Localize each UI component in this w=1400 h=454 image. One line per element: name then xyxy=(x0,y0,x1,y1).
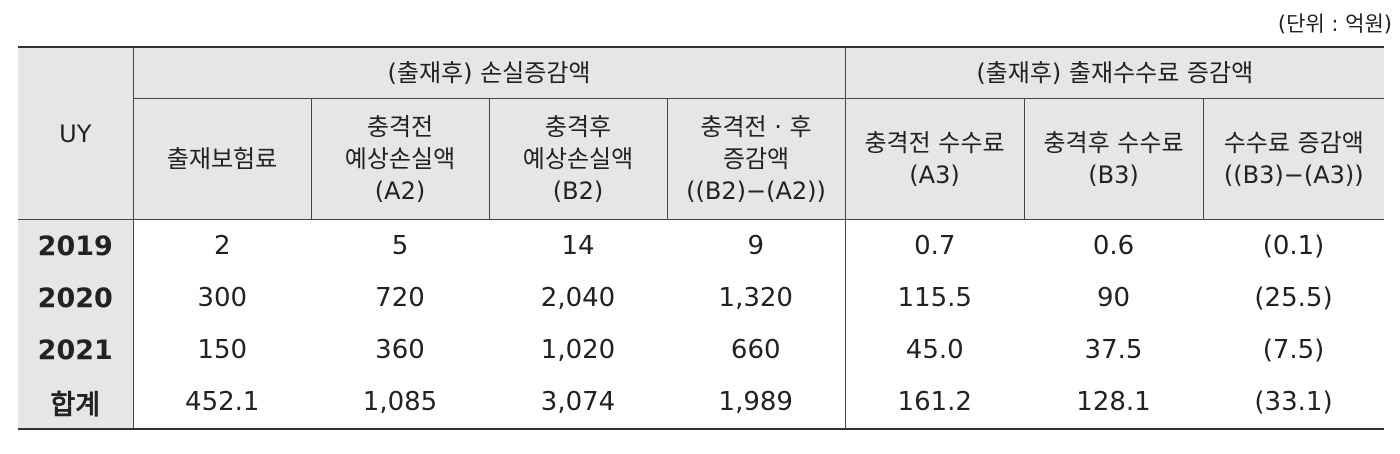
table-cell: 14 xyxy=(561,231,595,261)
table-cell: 5 xyxy=(391,231,409,261)
table-cell: 0.7 xyxy=(844,219,1024,272)
table-cell: 1,989 xyxy=(667,376,845,430)
col-header-loss-diff: 충격전 · 후 증감액 ((B2)−(A2)) xyxy=(666,98,845,220)
table-cell: 115.5 xyxy=(844,272,1024,324)
table-cell: 2 xyxy=(213,231,231,261)
table-cell: (25.5) xyxy=(1254,283,1333,313)
col-header-commission-diff: 수수료 증감액 ((B3)−(A3)) xyxy=(1202,98,1385,220)
loss-change-group-header: (출재후) 손실증감액 xyxy=(133,46,845,99)
table-cell: 1,085 xyxy=(311,376,489,430)
col-header-premium: 출재보험료 xyxy=(133,98,311,220)
col-header-b3: 충격후 수수료 (B3) xyxy=(1023,98,1203,220)
commission-change-group-header: (출재후) 출재수수료 증감액 xyxy=(844,46,1385,99)
table-cell: 452.1 xyxy=(133,376,311,430)
table-cell: 37.5 xyxy=(1084,335,1143,365)
table-row-total: 합계 452.1 1,085 3,074 1,989 161.2 128.1 (… xyxy=(18,376,1385,430)
table-cell: (33.1) xyxy=(1203,376,1385,430)
row-year: 2021 xyxy=(18,324,134,376)
table-cell: 3,074 xyxy=(489,376,667,430)
table-cell: (7.5) xyxy=(1262,335,1325,365)
table-cell: 720 xyxy=(375,283,425,313)
table-cell: 2,040 xyxy=(540,283,616,313)
table-cell: 1,020 xyxy=(540,335,616,365)
uy-header: UY xyxy=(18,46,134,220)
table-cell: 1,320 xyxy=(718,283,793,313)
col-header-a3: 충격전 수수료 (A3) xyxy=(844,98,1024,220)
table-row: 2019 2 5 14 9 0.7 0.6 (0.1) xyxy=(18,219,1384,272)
table-cell: 0.6 xyxy=(1092,231,1135,261)
col-header-b2: 충격후 예상손실액 (B2) xyxy=(488,98,667,220)
table-cell: 128.1 xyxy=(1024,376,1203,430)
table-row: 2020 300 720 2,040 1,320 115.5 90 (25.5) xyxy=(18,272,1384,324)
table-row: 2021 150 360 1,020 660 45.0 37.5 (7.5) xyxy=(18,324,1384,376)
table-cell: 360 xyxy=(375,335,425,365)
table-cell: (0.1) xyxy=(1262,231,1325,261)
row-year: 2020 xyxy=(18,272,134,324)
row-year: 2019 xyxy=(18,219,134,272)
table-cell: 660 xyxy=(730,335,781,365)
table-cell: 9 xyxy=(747,231,765,261)
table-cell: 300 xyxy=(197,283,248,313)
table-cell: 150 xyxy=(197,335,248,365)
row-year: 합계 xyxy=(18,376,134,430)
table-cell: 90 xyxy=(1096,283,1131,313)
col-header-a2: 충격전 예상손실액 (A2) xyxy=(310,98,489,220)
data-table: UY (출재후) 손실증감액 (출재후) 출재수수료 증감액 출재보험료 충격전… xyxy=(18,46,1385,430)
table-cell: 45.0 xyxy=(844,324,1024,376)
table-cell: 161.2 xyxy=(844,376,1024,430)
unit-label: (단위 : 억원) xyxy=(1277,12,1392,36)
